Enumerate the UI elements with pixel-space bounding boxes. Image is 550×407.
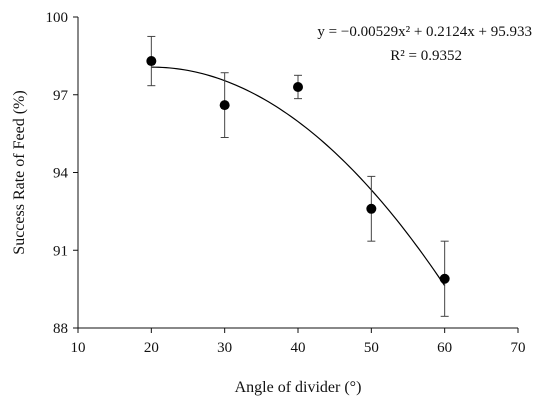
data-point-group	[439, 240, 450, 317]
x-tick-label: 10	[71, 340, 86, 356]
data-point-group	[293, 74, 303, 100]
x-axis-title: Angle of divider (°)	[235, 379, 362, 396]
data-point	[293, 81, 303, 92]
fit-curve	[151, 66, 446, 287]
y-tick-label: 91	[53, 243, 68, 259]
y-tick-label: 97	[53, 88, 69, 104]
x-tick-label: 60	[437, 340, 452, 356]
y-ticks: 88 91 94 97 100	[46, 10, 78, 337]
x-tick-label: 20	[144, 340, 159, 356]
data-point	[439, 273, 450, 284]
x-ticks: 10 20 30 40 50 60 70	[71, 328, 526, 356]
data-point	[366, 203, 377, 214]
y-tick-label: 94	[53, 166, 69, 182]
data-points	[146, 35, 450, 317]
x-tick-label: 30	[217, 340, 232, 356]
fit-equation: y = −0.00529x² + 0.2124x + 95.933	[317, 24, 532, 40]
data-point-group	[146, 35, 157, 87]
y-tick-label: 100	[46, 10, 69, 26]
x-tick-label: 70	[511, 340, 526, 356]
fit-r-squared: R² = 0.9352	[390, 48, 462, 64]
fit-curve-group	[151, 66, 446, 287]
data-point	[219, 100, 230, 111]
data-point	[146, 56, 157, 67]
y-axis-title: Success Rate of Feed (%)	[11, 90, 28, 254]
x-tick-label: 40	[291, 340, 306, 356]
data-point-group	[219, 72, 230, 139]
data-point-group	[366, 175, 377, 242]
x-tick-label: 50	[364, 340, 379, 356]
y-tick-label: 88	[53, 321, 68, 337]
